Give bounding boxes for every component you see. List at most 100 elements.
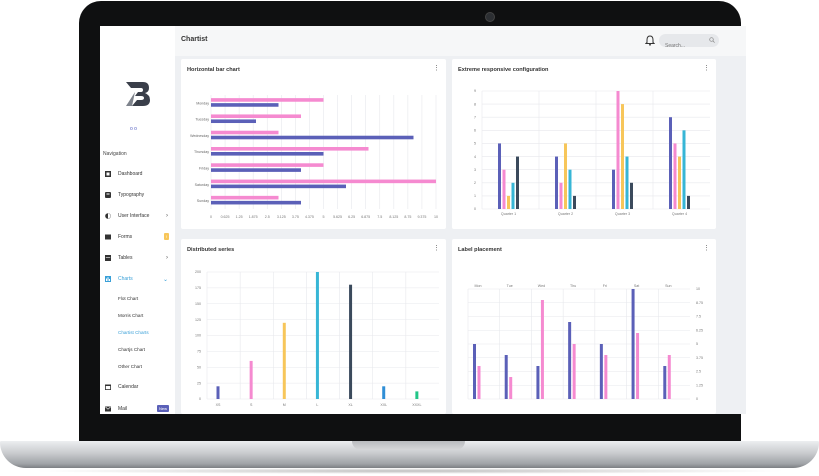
- card-label-placement: Label placement ⋮ 0 1.25 2.5 3.75 5 6.25 7.5 8.…: [452, 239, 716, 414]
- sidebar-item-label: Charts: [118, 276, 133, 282]
- bar: [536, 366, 540, 399]
- y-tick-label: Saturday: [195, 183, 210, 187]
- bar: [249, 360, 253, 399]
- x-tick-label: 8.125: [389, 215, 398, 219]
- sidebar-subitem-flot[interactable]: Flot Chart: [118, 296, 139, 301]
- sidebar-subitem-chartist[interactable]: Chartist Charts: [118, 330, 149, 335]
- y-tick-label: 3: [474, 168, 476, 172]
- mail-icon: [104, 406, 111, 413]
- y-tick-label: 5: [474, 142, 476, 146]
- bell-icon[interactable]: [645, 35, 655, 46]
- bar: [211, 168, 301, 172]
- bar: [415, 391, 419, 399]
- x-tick-label: 9.375: [417, 215, 426, 219]
- sidebar-item-charts[interactable]: Charts ⌄: [104, 274, 170, 284]
- kebab-menu-icon[interactable]: ⋮: [433, 245, 440, 252]
- horizontal-bar-chart: 0 0.625 1.25 1.875 2.5 3.125 3.75 4.375 5 5.625 6.…: [190, 95, 438, 219]
- kebab-menu-icon[interactable]: ⋮: [703, 65, 710, 72]
- search-input[interactable]: [659, 40, 705, 52]
- page-title: Chartist: [181, 36, 208, 43]
- y-tick-label: 4: [474, 155, 476, 159]
- x-tick-label: XL: [348, 403, 352, 407]
- bar: [636, 333, 640, 399]
- sidebar-item-calendar[interactable]: Calendar: [104, 382, 170, 392]
- sidebar-item-mail[interactable]: Mail New: [104, 404, 170, 414]
- y-tick-label: 7: [474, 115, 476, 119]
- kebab-menu-icon[interactable]: ⋮: [703, 245, 710, 252]
- card-title: Label placement: [458, 247, 502, 253]
- sidebar-subitem-chartjs[interactable]: Chartjs Chart: [118, 347, 146, 352]
- bar: [663, 366, 667, 399]
- y-tick-label: 0: [474, 207, 476, 211]
- bar: [473, 344, 476, 399]
- x-tick-label: Thu: [570, 284, 576, 288]
- laptop-shadow: [30, 468, 790, 474]
- x-tick-label: Tue: [507, 284, 513, 288]
- charts-icon: [104, 276, 111, 283]
- sidebar-item-dashboard[interactable]: Dashboard: [104, 169, 170, 179]
- sidebar-subitem-other[interactable]: Other Chart: [118, 364, 142, 369]
- sidebar-item-label: Calendar: [118, 384, 139, 390]
- x-tick-label: 4.375: [305, 215, 314, 219]
- y-tick-label: 200: [195, 270, 201, 274]
- x-tick-label: XXXL: [412, 403, 421, 407]
- y-tick-label: Wednesday: [190, 134, 209, 138]
- search-icon[interactable]: [709, 37, 715, 43]
- sidebar-item-user-interface[interactable]: User Interface ›: [104, 211, 170, 221]
- x-tick-label: 1.875: [249, 215, 258, 219]
- y-tick-label: 0: [199, 397, 201, 401]
- chevron-right-icon: ›: [166, 255, 168, 261]
- x-tick-label: M: [283, 403, 286, 407]
- sidebar-item-label: Dashboard: [118, 171, 143, 177]
- bar: [572, 344, 576, 399]
- typography-icon: [104, 192, 111, 199]
- bar: [511, 182, 515, 209]
- top-bar: Chartist: [175, 26, 746, 56]
- sidebar-status-dots[interactable]: o o: [130, 126, 137, 132]
- x-tick-label: Quarter 1: [501, 212, 516, 216]
- y-tick-label: 150: [195, 302, 201, 306]
- chevron-right-icon: ›: [166, 213, 168, 219]
- bar: [599, 344, 603, 399]
- y-tick-label: Monday: [196, 101, 209, 105]
- bar: [568, 322, 572, 399]
- sidebar-item-label: Typography: [118, 192, 145, 198]
- bar: [211, 103, 279, 107]
- y-tick-label: 0: [696, 397, 698, 401]
- bar: [631, 289, 635, 399]
- y-tick-label: 8: [474, 102, 476, 106]
- y-tick-label: 125: [195, 318, 201, 322]
- bar: [682, 130, 686, 209]
- x-tick-label: L: [316, 403, 318, 407]
- x-tick-label: 8.75: [404, 215, 411, 219]
- sidebar-item-label: User Interface: [118, 213, 150, 219]
- x-tick-label: 0: [210, 215, 212, 219]
- bar: [504, 355, 508, 399]
- bar: [211, 184, 346, 189]
- sidebar-item-tables[interactable]: Tables ›: [104, 253, 170, 263]
- x-tick-label: Quarter 3: [615, 212, 630, 216]
- sidebar-item-forms[interactable]: Forms !: [104, 232, 170, 242]
- x-tick-label: Wed: [538, 284, 545, 288]
- x-tick-label: 0.625: [221, 215, 230, 219]
- bar: [211, 119, 256, 124]
- bar: [211, 98, 324, 102]
- y-tick-label: 1: [474, 194, 476, 198]
- bar: [559, 182, 563, 209]
- x-tick-label: Quarter 4: [672, 212, 687, 216]
- app-screen: o o Navigation Dashboard Typography User…: [100, 26, 746, 414]
- card-title: Distributed series: [187, 247, 235, 253]
- y-tick-label: 8.75: [696, 301, 703, 305]
- sidebar-subitem-morris[interactable]: Morris Chart: [118, 313, 144, 318]
- card-distributed-series: Distributed series ⋮ 0 25 50 75 100 125 150 175…: [181, 239, 446, 414]
- x-tick-label: 5.625: [333, 215, 342, 219]
- sidebar-item-label: Forms: [118, 234, 133, 240]
- bar: [216, 386, 220, 399]
- sidebar-item-typography[interactable]: Typography: [104, 190, 170, 200]
- bar: [211, 195, 279, 200]
- x-tick-label: 3.125: [277, 215, 286, 219]
- bar: [630, 182, 633, 209]
- webcam: [485, 12, 495, 22]
- x-tick-label: 3.75: [292, 215, 299, 219]
- kebab-menu-icon[interactable]: ⋮: [433, 65, 440, 72]
